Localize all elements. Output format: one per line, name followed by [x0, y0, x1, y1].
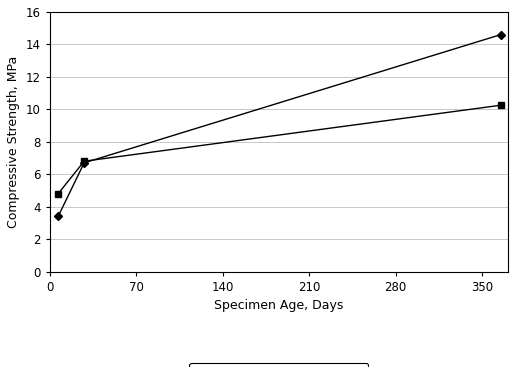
Cylinders — [497, 32, 504, 37]
X-axis label: Specimen Age, Days: Specimen Age, Days — [214, 299, 344, 312]
Cylinders — [81, 161, 87, 165]
Cores — [55, 192, 61, 196]
Line: Cores: Cores — [56, 102, 504, 196]
Y-axis label: Compressive Strength, MPa: Compressive Strength, MPa — [7, 56, 20, 228]
Line: Cylinders: Cylinders — [56, 32, 504, 219]
Cores — [497, 103, 504, 108]
Cores — [81, 159, 87, 163]
Cylinders — [55, 214, 61, 219]
Legend: Cylinders, Cores: Cylinders, Cores — [190, 363, 368, 367]
